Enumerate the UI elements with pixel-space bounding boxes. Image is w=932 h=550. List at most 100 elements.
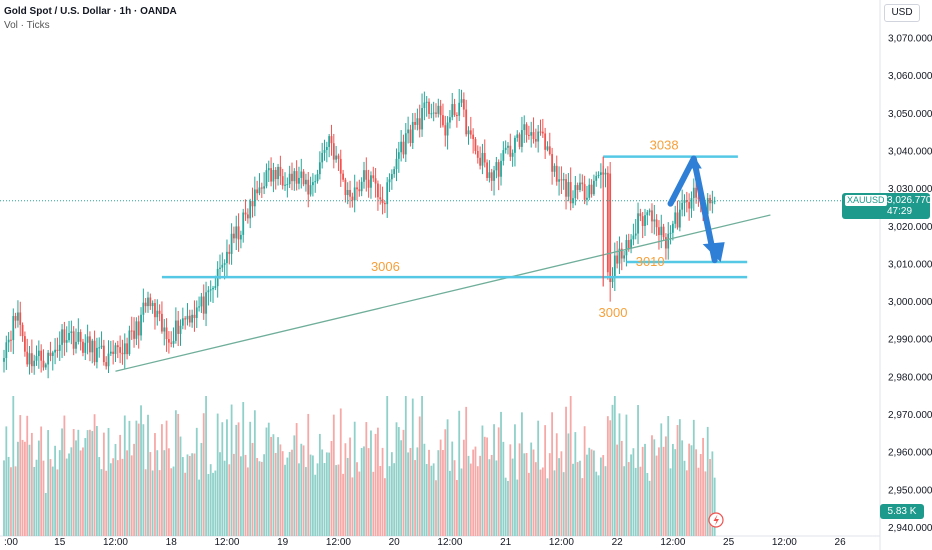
candle-body bbox=[502, 150, 505, 161]
volume-bar bbox=[295, 423, 298, 536]
price-tick-label: 3,000.000 bbox=[888, 297, 932, 308]
trend-line[interactable] bbox=[115, 214, 771, 372]
candle-body bbox=[316, 174, 319, 182]
volume-bar bbox=[569, 396, 572, 536]
candle-body bbox=[214, 286, 217, 288]
volume-bar bbox=[205, 396, 207, 536]
volume-bar bbox=[93, 414, 96, 536]
candle-body bbox=[314, 181, 317, 183]
candle-body bbox=[35, 356, 38, 361]
candle-body bbox=[65, 340, 68, 343]
volume-bar bbox=[674, 449, 677, 536]
candle-body bbox=[507, 145, 509, 148]
candle-body bbox=[521, 130, 523, 147]
candle-body bbox=[172, 340, 175, 344]
volume-bar bbox=[655, 455, 658, 536]
volume-bar bbox=[514, 424, 516, 536]
candle-body bbox=[516, 134, 519, 138]
candle-body bbox=[641, 216, 644, 226]
chart-title: Gold Spot / U.S. Dollar · 1h · OANDA bbox=[4, 6, 177, 17]
candle-body bbox=[102, 345, 105, 363]
forecast-arrow[interactable] bbox=[667, 155, 725, 264]
candle-body bbox=[309, 185, 312, 195]
candle-body bbox=[465, 109, 468, 135]
volume-bar bbox=[541, 467, 544, 536]
label-3000: 3000 bbox=[599, 305, 628, 320]
candle-body bbox=[497, 162, 500, 177]
volume-bars bbox=[3, 396, 716, 536]
volume-bar bbox=[507, 480, 509, 536]
volume-bar bbox=[202, 413, 205, 536]
volume-bar bbox=[458, 410, 461, 536]
candle-body bbox=[181, 318, 184, 326]
candle-body bbox=[511, 152, 514, 157]
drawings[interactable]: 3038 3006 3010 3000 bbox=[115, 138, 771, 372]
candle-body bbox=[158, 310, 161, 314]
candle-body bbox=[30, 353, 33, 367]
volume-bar bbox=[89, 429, 91, 536]
volume-bar bbox=[453, 460, 456, 536]
currency-button[interactable]: USD bbox=[884, 4, 920, 22]
volume-bar bbox=[186, 454, 189, 536]
volume-bar bbox=[116, 460, 119, 536]
volume-bar bbox=[307, 413, 310, 536]
volume-bar bbox=[425, 464, 428, 536]
candle-body bbox=[418, 118, 421, 130]
volume-bar bbox=[599, 457, 602, 536]
volume-bar bbox=[685, 470, 688, 536]
candle-body bbox=[167, 339, 170, 343]
volume-bar bbox=[616, 444, 619, 536]
candle-body bbox=[620, 248, 623, 259]
volume-bar bbox=[344, 443, 347, 536]
volume-bar bbox=[583, 426, 586, 536]
forecast-arrow-tip-up bbox=[685, 155, 702, 169]
candle-body bbox=[588, 184, 591, 198]
candle-body bbox=[186, 315, 189, 320]
candle-body bbox=[253, 189, 256, 207]
candle-body bbox=[504, 147, 507, 151]
candle-body bbox=[156, 310, 159, 318]
candle-body bbox=[432, 112, 435, 114]
volume-bar bbox=[688, 443, 691, 536]
candle-body bbox=[377, 183, 379, 198]
candle-body bbox=[191, 314, 194, 323]
time-tick-label: 15 bbox=[54, 537, 66, 548]
candle-body bbox=[655, 219, 658, 228]
candle-body bbox=[565, 179, 567, 197]
price-tick-label: 2,980.000 bbox=[888, 372, 932, 383]
candle-body bbox=[430, 113, 433, 115]
volume-bar bbox=[167, 448, 170, 536]
volume-bar bbox=[446, 419, 449, 536]
candle-body bbox=[416, 118, 419, 125]
volume-bar bbox=[49, 459, 52, 536]
lightning-icon[interactable] bbox=[708, 512, 724, 528]
time-tick-label: 18 bbox=[166, 537, 178, 548]
volume-bar bbox=[12, 396, 15, 536]
candle-body bbox=[298, 177, 300, 184]
volume-bar bbox=[212, 472, 214, 536]
candle-body bbox=[3, 358, 5, 362]
candle-body bbox=[474, 139, 477, 151]
candle-body bbox=[458, 102, 461, 116]
volume-bar bbox=[177, 413, 180, 536]
candle-body bbox=[165, 327, 168, 340]
candle-body bbox=[674, 212, 677, 224]
candle-body bbox=[367, 179, 370, 188]
candle-body bbox=[616, 255, 619, 264]
candle-body bbox=[634, 233, 637, 236]
candle-body bbox=[609, 173, 612, 283]
volume-bar bbox=[184, 472, 187, 536]
volume-bar bbox=[40, 426, 43, 536]
volume-bar bbox=[21, 439, 24, 536]
volume-bar bbox=[590, 449, 593, 536]
volume-bar bbox=[133, 443, 135, 536]
candle-body bbox=[386, 182, 389, 205]
price-tick-label: 3,060.000 bbox=[888, 71, 932, 82]
volume-bar bbox=[648, 480, 651, 536]
volume-bar bbox=[96, 426, 98, 536]
candle-body bbox=[330, 136, 333, 144]
candle-body bbox=[630, 239, 632, 249]
candle-body bbox=[205, 292, 207, 314]
candle-body bbox=[423, 102, 426, 109]
